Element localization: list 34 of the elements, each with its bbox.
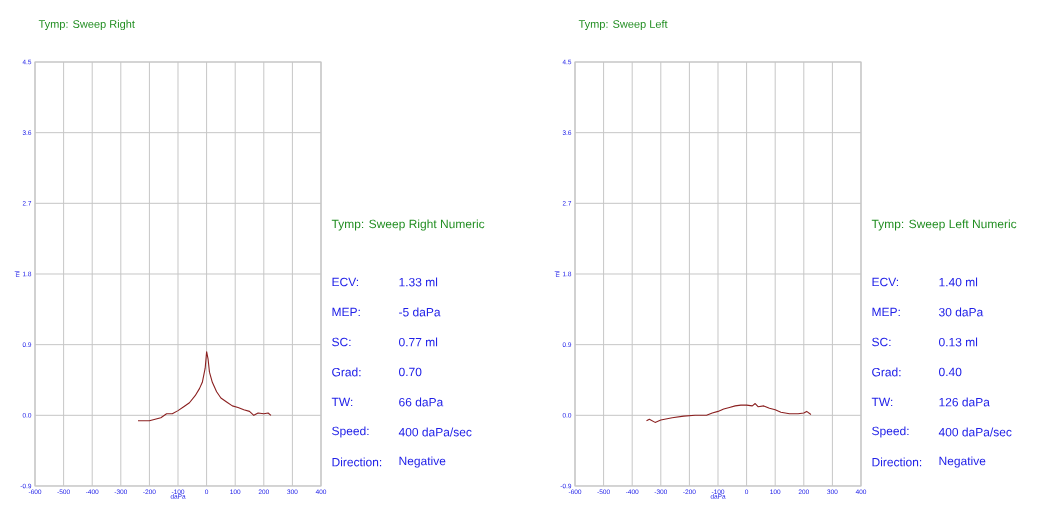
text: Speed:: [332, 426, 369, 438]
chart-title: Tymp: Sweep Right: [38, 19, 135, 31]
text: -5 daPa: [399, 307, 441, 317]
text: Negative: [939, 456, 986, 468]
text: 400 daPa/sec: [938, 427, 1012, 437]
chart-title: Tymp: Sweep Left: [578, 19, 668, 31]
text: 400 daPa/sec: [398, 427, 472, 437]
text: Grad:: [872, 367, 901, 377]
text: 1.33 ml: [399, 277, 438, 287]
text: 0.40: [939, 367, 962, 377]
text: MEP:: [332, 307, 360, 317]
text: 66 daPa: [399, 397, 444, 407]
text: Tymp: Sweep Left Numeric: [871, 219, 1017, 231]
text: SC:: [332, 337, 351, 347]
text: Negative: [399, 456, 446, 468]
text: TW:: [871, 397, 893, 407]
text: Direction:: [332, 457, 382, 467]
line-series: [137, 351, 272, 422]
text: SC:: [872, 337, 891, 347]
text: Grad:: [332, 367, 361, 377]
line-series: [645, 402, 812, 423]
text: ECV:: [332, 277, 359, 287]
text: MEP:: [872, 307, 900, 317]
text: Direction:: [872, 457, 922, 467]
text: 0.70: [399, 367, 422, 377]
text: 0.13 ml: [939, 337, 978, 347]
text: Speed:: [872, 426, 909, 438]
text: TW:: [331, 397, 353, 407]
text: 126 daPa: [939, 397, 990, 407]
text: 0.77 ml: [399, 337, 438, 347]
text: ECV:: [872, 277, 899, 287]
text: 30 daPa: [938, 307, 984, 317]
text: Tymp: Sweep Right Numeric: [331, 219, 485, 231]
text: 1.40 ml: [939, 277, 978, 287]
